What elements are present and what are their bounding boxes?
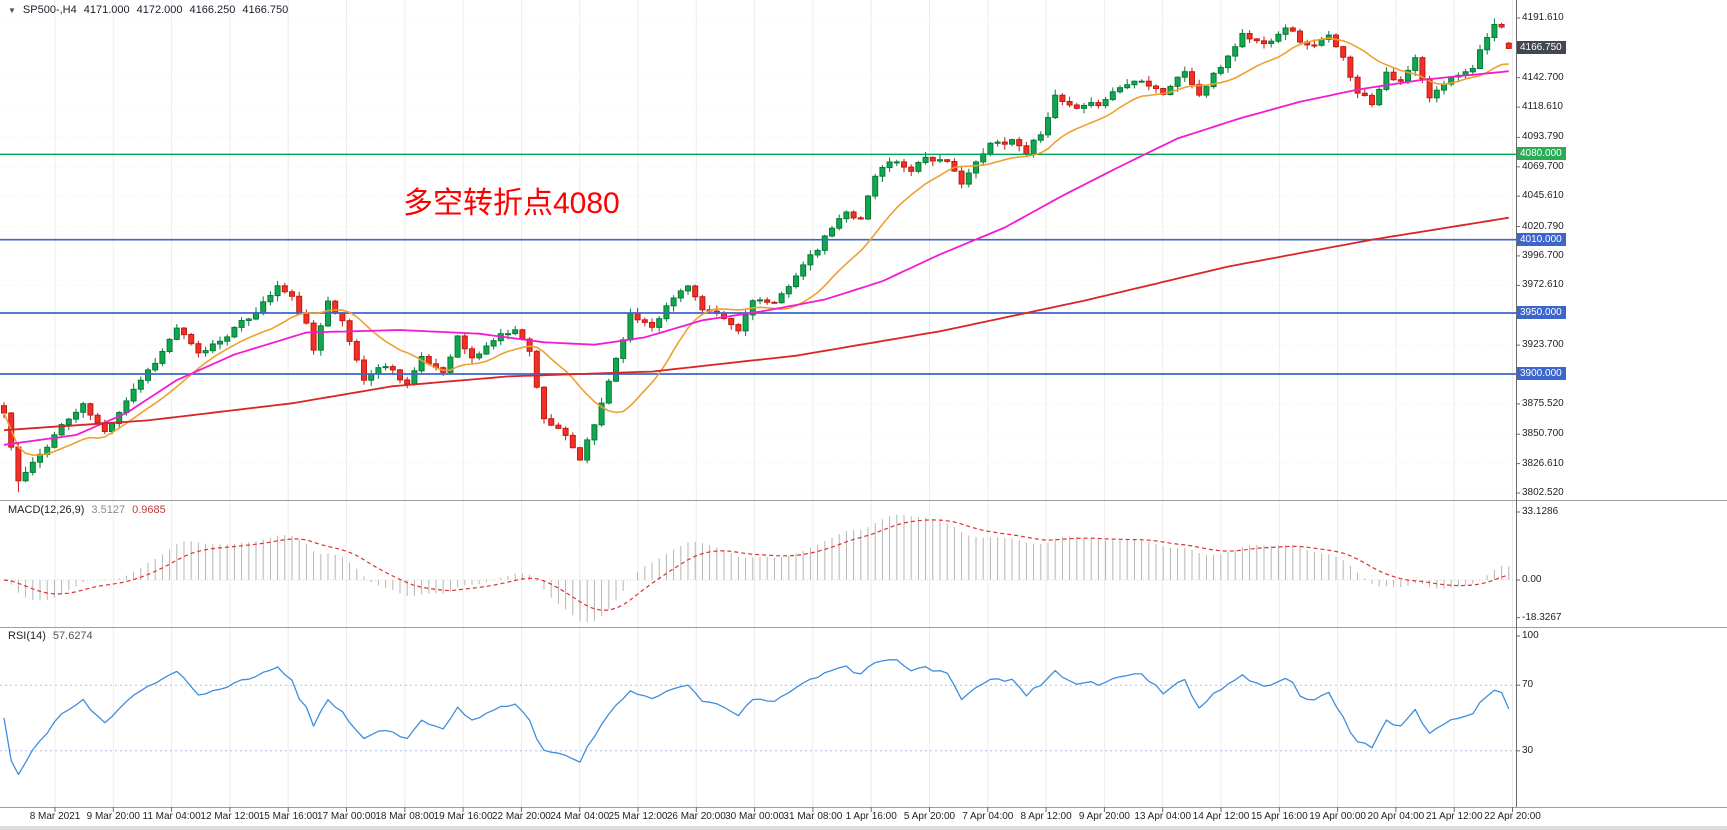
time-axis-label: 15 Apr 16:00 <box>1250 811 1308 822</box>
time-axis-label: 22 Mar 20:00 <box>491 811 551 822</box>
price-axis-tick: 4191.610 <box>1522 12 1564 23</box>
rsi-title: RSI(14) <box>8 630 46 642</box>
ohlc-low-value: 4166.250 <box>189 4 236 16</box>
price-axis-tick: 3972.610 <box>1522 279 1564 291</box>
time-axis-label: 21 Apr 12:00 <box>1425 811 1483 822</box>
price-axis-tick: 4020.790 <box>1522 220 1564 232</box>
price-axis-tick: 4069.700 <box>1522 160 1564 172</box>
price-axis-tick: 3996.700 <box>1522 249 1564 261</box>
time-axis-label: 20 Apr 04:00 <box>1367 811 1425 822</box>
macd-signal-value: 0.9685 <box>132 504 166 516</box>
symbol-marker-icon: ▼ <box>8 5 16 15</box>
time-axis-label: 24 Mar 04:00 <box>550 811 610 822</box>
macd-main-value: 3.5127 <box>91 504 126 516</box>
price-axis-tick: 4142.700 <box>1522 71 1564 83</box>
time-axis-label: 19 Mar 16:00 <box>433 811 493 822</box>
level-price-tag[interactable]: 4010.000 <box>1517 232 1566 246</box>
time-axis-label: 15 Mar 16:00 <box>258 811 318 822</box>
time-axis-label: 11 Mar 04:00 <box>142 811 201 822</box>
rsi-value: 57.6274 <box>52 630 93 642</box>
chart-annotation-text[interactable]: 多空转折点4080 <box>403 187 620 220</box>
time-axis-label: 18 Mar 08:00 <box>375 811 435 822</box>
time-axis-label: 31 Mar 08:00 <box>783 811 843 822</box>
current-price-tag: 4166.750 <box>1517 41 1566 55</box>
price-axis-tick: 4118.610 <box>1522 101 1563 113</box>
time-axis-label: 8 Mar 2021 <box>29 811 81 822</box>
macd-title: MACD(12,26,9) <box>8 504 85 516</box>
time-axis-label: 9 Apr 20:00 <box>1078 811 1130 822</box>
time-axis-label: 9 Mar 20:00 <box>86 811 140 822</box>
time-axis-label: 25 Mar 12:00 <box>608 811 668 822</box>
price-axis-tick: 3875.520 <box>1522 397 1564 409</box>
price-axis-tick: 4093.790 <box>1522 131 1564 143</box>
ohlc-close-value: 4166.750 <box>242 4 289 16</box>
time-axis-label: 12 Mar 12:00 <box>200 811 260 822</box>
rsi-axis-tick: 70 <box>1522 679 1534 691</box>
price-axis-tick: 3826.610 <box>1522 457 1564 469</box>
time-axis-label: 5 Apr 20:00 <box>903 811 956 822</box>
time-axis-label: 30 Mar 00:00 <box>725 811 785 822</box>
symbol-timeframe-label: SP500-,H4 <box>22 4 77 16</box>
rsi-axis-tick: 30 <box>1522 744 1534 756</box>
chart-header: ▼ SP500-,H4 4171.000 4172.000 4166.250 4… <box>8 4 288 16</box>
ohlc-high-value: 4172.000 <box>136 4 183 16</box>
price-axis-tick: 3850.700 <box>1522 428 1564 440</box>
time-axis-label: 26 Mar 20:00 <box>666 811 726 822</box>
macd-indicator-label: MACD(12,26,9) 3.5127 0.9685 <box>8 504 166 516</box>
time-axis-label: 14 Apr 12:00 <box>1192 811 1250 822</box>
price-axis-tick: 3802.520 <box>1522 487 1564 498</box>
time-axis-label: 1 Apr 16:00 <box>845 811 897 822</box>
level-price-tag[interactable]: 4080.000 <box>1517 147 1566 161</box>
time-axis-label: 17 Mar 00:00 <box>317 811 376 822</box>
price-axis-tick: 3923.700 <box>1522 339 1564 351</box>
rsi-axis-tick: 100 <box>1522 630 1539 641</box>
time-axis-label: 7 Apr 04:00 <box>962 811 1014 822</box>
macd-axis-tick: 0.00 <box>1522 574 1542 585</box>
level-price-tag[interactable]: 3900.000 <box>1517 366 1566 380</box>
macd-axis-tick: 33.1286 <box>1522 506 1559 517</box>
time-axis-label: 8 Apr 12:00 <box>1020 811 1072 822</box>
time-axis-label: 22 Apr 20:00 <box>1484 811 1541 822</box>
time-axis-label: 13 Apr 04:00 <box>1134 811 1192 822</box>
time-axis-label: 19 Apr 00:00 <box>1309 811 1366 822</box>
level-price-tag[interactable]: 3950.000 <box>1517 305 1566 319</box>
macd-axis-tick: -18.3267 <box>1522 611 1562 623</box>
ohlc-open-value: 4171.000 <box>83 4 130 16</box>
price-axis-tick: 4045.610 <box>1522 190 1564 202</box>
rsi-indicator-label: RSI(14) 57.6274 <box>8 630 93 642</box>
